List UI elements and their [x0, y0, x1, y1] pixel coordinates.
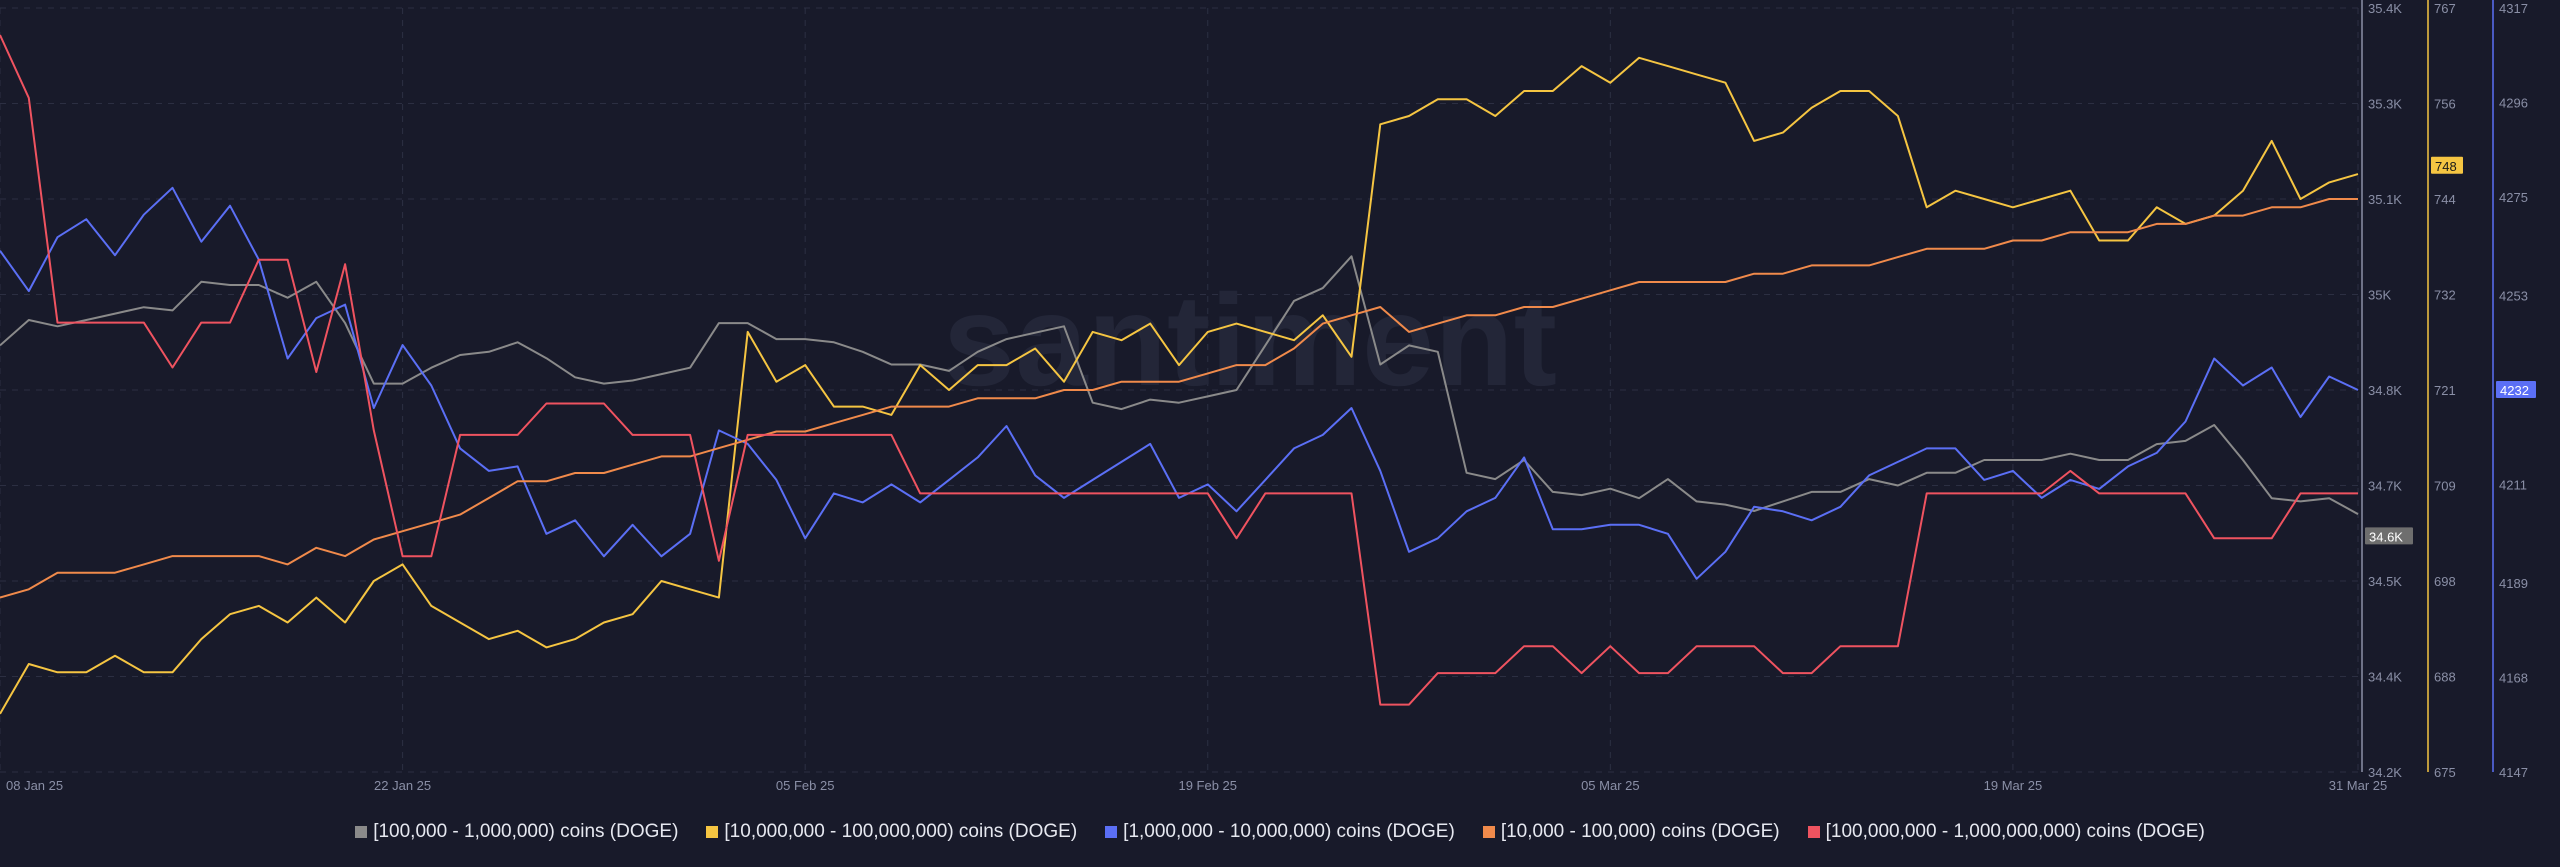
series-line-4: [0, 198, 2358, 599]
current-value-label-yellow: 748: [2435, 159, 2457, 174]
legend-label: [100,000,000 - 1,000,000,000) coins (DOG…: [1825, 821, 2205, 842]
y-tick-label-yellow: 767: [2434, 1, 2456, 16]
y-tick-label-yellow: 756: [2434, 97, 2456, 112]
y-tick-label-gray: 35.1K: [2368, 192, 2402, 207]
series-line-1: [0, 255, 2359, 515]
current-value-label-gray: 34.6K: [2369, 529, 2403, 544]
legend-item-5[interactable]: [100,000,000 - 1,000,000,000) coins (DOG…: [1807, 821, 2205, 843]
y-tick-label-gray: 34.2K: [2368, 765, 2402, 780]
legend-swatch: [1105, 826, 1118, 838]
legend: [100,000 - 1,000,000) coins (DOGE) [10,00…: [0, 821, 2560, 843]
y-tick-label-gray: 34.8K: [2368, 383, 2402, 398]
legend-item-2[interactable]: [10,000,000 - 100,000,000) coins (DOGE): [706, 821, 1077, 843]
x-tick-label: 19 Mar 25: [1984, 778, 2043, 793]
y-tick-label-yellow: 709: [2434, 479, 2456, 494]
legend-swatch: [1807, 826, 1820, 838]
legend-item-1[interactable]: [100,000 - 1,000,000) coins (DOGE): [355, 821, 678, 843]
y-tick-label-gray: 34.7K: [2368, 479, 2402, 494]
y-tick-label-yellow: 732: [2434, 288, 2456, 303]
y-tick-label-blue: 4147: [2499, 765, 2528, 780]
y-tick-label-yellow: 688: [2434, 670, 2456, 685]
legend-swatch: [706, 826, 719, 838]
legend-item-3[interactable]: [1,000,000 - 10,000,000) coins (DOGE): [1105, 821, 1455, 843]
y-tick-label-blue: 4189: [2499, 576, 2528, 591]
x-tick-label: 08 Jan 25: [6, 778, 63, 793]
current-value-badge-yellow: [2431, 156, 2463, 174]
y-tick-label-gray: 35.3K: [2368, 97, 2402, 112]
y-tick-label-gray: 35.4K: [2368, 1, 2402, 16]
watermark: santiment: [943, 267, 1557, 413]
legend-label: [100,000 - 1,000,000) coins (DOGE): [373, 821, 679, 842]
y-tick-label-blue: 4168: [2499, 671, 2528, 686]
series-line-2: [0, 56, 2359, 715]
x-tick-label: 22 Jan 25: [374, 778, 431, 793]
y-tick-label-gray: 35K: [2368, 288, 2391, 303]
y-tick-label-yellow: 698: [2434, 574, 2456, 589]
y-tick-label-blue: 4317: [2499, 1, 2528, 16]
legend-swatch: [355, 826, 368, 838]
y-tick-label-blue: 4253: [2499, 289, 2528, 304]
x-tick-label: 05 Feb 25: [776, 778, 835, 793]
legend-label: [10,000,000 - 100,000,000) coins (DOGE): [724, 821, 1078, 842]
current-value-badge-gray: [2365, 527, 2413, 545]
series-lines: [0, 34, 2359, 715]
legend-label: [1,000,000 - 10,000,000) coins (DOGE): [1123, 821, 1455, 842]
y-tick-label-blue: 4275: [2499, 190, 2528, 205]
legend-label: [10,000 - 100,000) coins (DOGE): [1500, 821, 1780, 842]
x-tick-label: 19 Feb 25: [1178, 778, 1237, 793]
x-tick-label: 05 Mar 25: [1581, 778, 1640, 793]
y-tick-label-yellow: 744: [2434, 192, 2456, 207]
series-line-5: [0, 34, 2358, 706]
legend-swatch: [1482, 826, 1495, 838]
y-tick-label-blue: 4211: [2499, 477, 2527, 492]
x-axis: 08 Jan 25 22 Jan 25 05 Feb 25 19 Feb 25 05 M…: [6, 778, 2387, 793]
y-axes: 35.4K 35.3K 35.1K 35K 34.8K 34.7K 34.5K 34.4K 34…: [2361, 0, 2536, 780]
y-tick-label-yellow: 721: [2434, 383, 2456, 398]
y-tick-label-blue: 4296: [2499, 95, 2528, 110]
legend-item-4[interactable]: [10,000 - 100,000) coins (DOGE): [1482, 821, 1780, 843]
grid-lines: [0, 7, 2359, 773]
y-tick-label-gray: 34.5K: [2368, 574, 2402, 589]
y-tick-label-yellow: 675: [2434, 765, 2456, 780]
current-value-label-blue: 4232: [2500, 383, 2529, 398]
series-line-3: [0, 186, 2359, 580]
y-tick-label-gray: 34.4K: [2368, 670, 2402, 685]
x-tick-label: 31 Mar 25: [2329, 778, 2388, 793]
current-value-badge-blue: [2496, 381, 2536, 398]
